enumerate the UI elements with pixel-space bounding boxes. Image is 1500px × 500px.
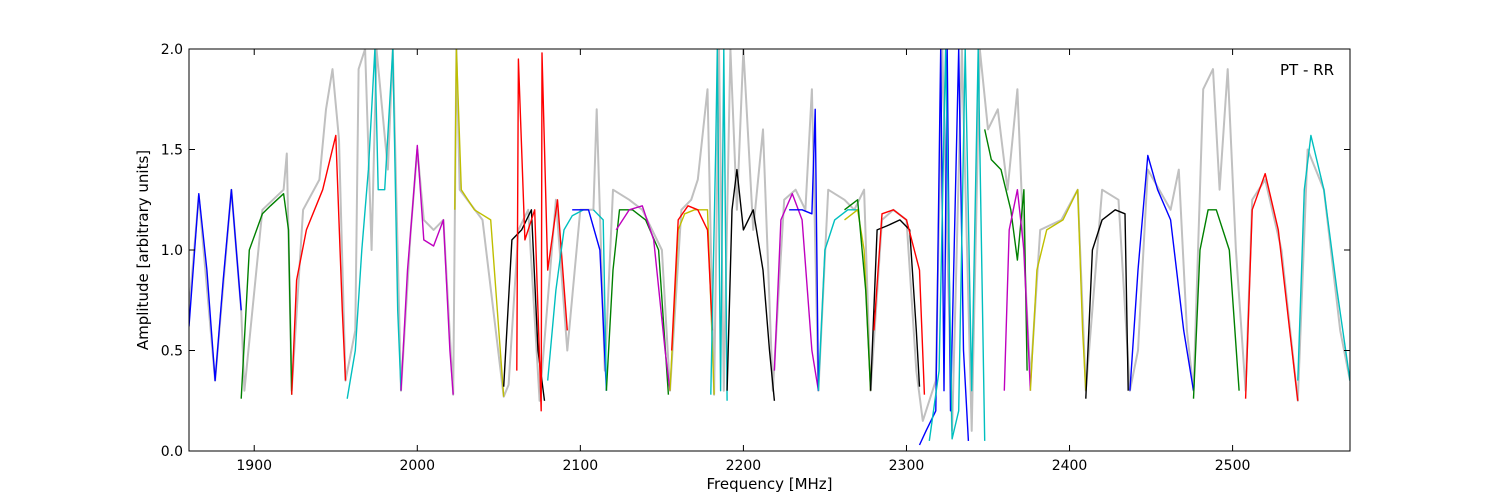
series-line-23: [869, 219, 921, 391]
y-tick-label: 1.0: [161, 243, 183, 259]
series-line-13: [615, 205, 671, 391]
background-trace: [189, 49, 1350, 432]
y-axis-label: Amplitude [arbitrary units]: [134, 150, 152, 350]
x-tick-label: 2400: [1052, 458, 1088, 474]
series-line-16: [710, 49, 728, 401]
x-tick-label: 1900: [236, 458, 272, 474]
series-line-19: [789, 108, 820, 391]
series-line-28: [1003, 189, 1032, 391]
x-tick-label: 2300: [889, 458, 925, 474]
series-line-8: [516, 52, 568, 412]
x-tick-label: 2000: [399, 458, 435, 474]
series-line-1: [189, 189, 242, 382]
series-line-15: [671, 205, 714, 351]
series-line-18: [773, 193, 820, 391]
y-tick-label: 0.0: [161, 444, 183, 460]
series-line-6: [454, 49, 505, 397]
series-line-3: [291, 134, 347, 395]
series-line-9: [547, 209, 584, 381]
series-line-24: [873, 209, 926, 395]
series-line-5: [400, 144, 454, 395]
series-line-34: [1297, 134, 1350, 381]
series-line-31: [1129, 154, 1195, 391]
y-tick-label: 2.0: [161, 42, 183, 58]
series-line-20: [817, 209, 858, 391]
x-tick-label: 2100: [563, 458, 599, 474]
series-line-4: [346, 49, 402, 399]
series-line-2: [240, 193, 293, 399]
x-axis-label: Frequency [MHz]: [706, 475, 832, 493]
series-line-12: [605, 209, 670, 395]
series-line-11: [592, 209, 608, 391]
x-tick-label: 2500: [1215, 458, 1251, 474]
series-line-10: [572, 209, 608, 391]
series-line-17: [726, 168, 776, 401]
x-axis: 1900 2000 2100 2200 2300 2400 2500: [236, 49, 1250, 474]
x-tick-label: 2200: [726, 458, 762, 474]
series-line-25: [918, 49, 970, 446]
series-line-27: [984, 129, 1028, 371]
series-line-33: [1244, 172, 1299, 401]
y-axis: 0.0 0.5 1.0 1.5 2.0: [161, 42, 1350, 460]
plot-area: [189, 49, 1350, 446]
series-line-22: [844, 199, 872, 391]
y-tick-label: 1.5: [161, 143, 183, 159]
series-line-30: [1085, 209, 1129, 399]
series-line-29: [1029, 189, 1087, 391]
series-line-32: [1192, 209, 1240, 399]
y-tick-label: 0.5: [161, 344, 183, 360]
series-line-26: [928, 49, 986, 441]
chart-annotation: PT - RR: [1280, 61, 1334, 79]
